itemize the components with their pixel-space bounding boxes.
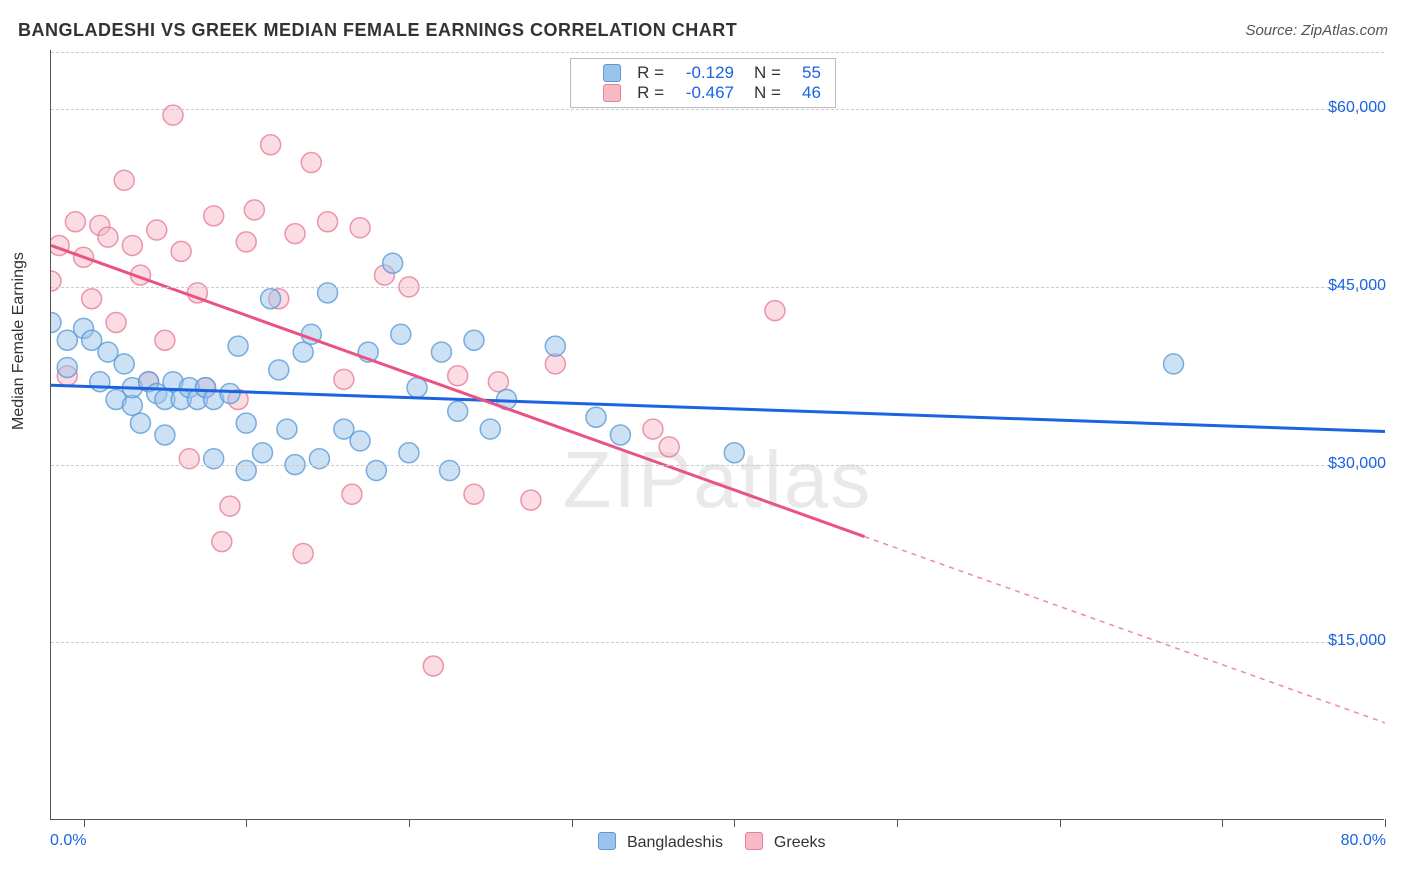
n-value: 46	[791, 83, 821, 103]
top-legend-row: R = -0.467 N = 46	[585, 83, 821, 103]
r-value: -0.467	[674, 83, 734, 103]
top-legend-swatch-1	[603, 84, 621, 102]
legend-label-bangladeshis: Bangladeshis	[627, 834, 723, 851]
chart-container: BANGLADESHI VS GREEK MEDIAN FEMALE EARNI…	[0, 0, 1406, 892]
chart-source: Source: ZipAtlas.com	[1245, 22, 1388, 39]
legend-swatch-greeks	[745, 832, 763, 850]
n-label: N =	[754, 63, 781, 83]
n-value: 55	[791, 63, 821, 83]
y-tick-label: $15,000	[1328, 632, 1386, 650]
top-legend: R = -0.129 N = 55 R = -0.467 N = 46	[570, 58, 836, 108]
r-label: R =	[637, 63, 664, 83]
plot-svg	[51, 50, 1385, 820]
legend-label-greeks: Greeks	[774, 834, 826, 851]
bottom-legend: Bangladeshis Greeks	[0, 832, 1406, 852]
r-label: R =	[637, 83, 664, 103]
chart-title: BANGLADESHI VS GREEK MEDIAN FEMALE EARNI…	[18, 20, 737, 41]
r-value: -0.129	[674, 63, 734, 83]
n-label: N =	[754, 83, 781, 103]
y-axis-label: Median Female Earnings	[10, 252, 28, 430]
top-legend-swatch-0	[603, 64, 621, 82]
y-tick-label: $60,000	[1328, 99, 1386, 117]
top-legend-row: R = -0.129 N = 55	[585, 63, 821, 83]
plot-area: ZIPatlas	[50, 50, 1384, 820]
y-tick-label: $30,000	[1328, 455, 1386, 473]
legend-swatch-bangladeshis	[598, 832, 616, 850]
y-tick-label: $45,000	[1328, 277, 1386, 295]
